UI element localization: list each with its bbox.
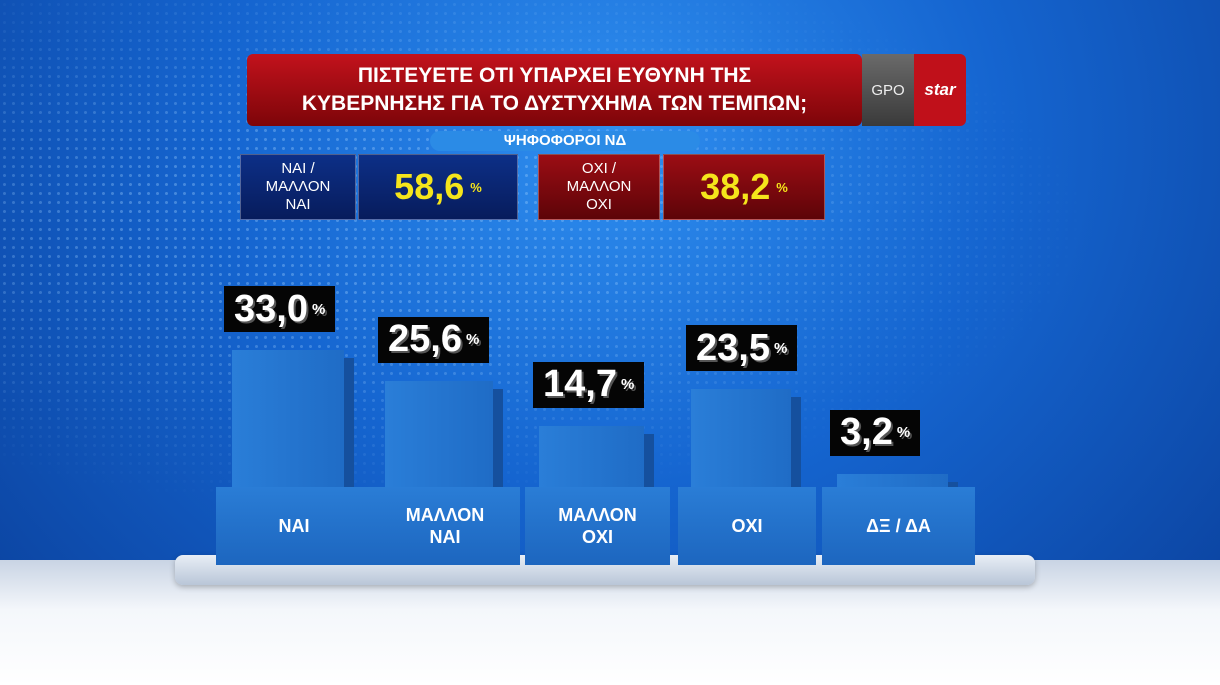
data-label-value: 25,6 bbox=[388, 318, 462, 361]
title-line-1: ΠΙΣΤΕΥΕΤΕ ΟΤΙ ΥΠΑΡΧΕΙ ΕΥΘΥΝΗ ΤΗΣ bbox=[357, 64, 752, 87]
category-label: ΜΑΛΛΟΝ ΝΑΙ bbox=[370, 487, 520, 565]
no-value: 38,2 bbox=[700, 166, 771, 207]
data-label: 14,7% bbox=[533, 361, 645, 408]
bar bbox=[691, 389, 791, 487]
percent-unit: % bbox=[896, 424, 911, 442]
no-summary-label: ΟΧΙ / ΜΑΛΛΟΝ ΟΧΙ bbox=[538, 154, 660, 220]
bar-side bbox=[790, 397, 801, 487]
bar bbox=[231, 350, 345, 487]
question-title: ΠΙΣΤΕΥΕΤΕ ΟΤΙ ΥΠΑΡΧΕΙ ΕΥΘΥΝΗ ΤΗΣ ΚΥΒΕΡΝΗ… bbox=[247, 54, 862, 126]
gpo-star-logo: GPO star bbox=[862, 54, 966, 126]
percent-unit: % bbox=[470, 179, 482, 195]
star-logo: star bbox=[914, 54, 966, 126]
data-label-value: 23,5 bbox=[696, 326, 770, 369]
yes-summary-value: 58,6% bbox=[358, 154, 518, 220]
percent-unit: % bbox=[776, 179, 788, 195]
label-line: ΟΧΙ bbox=[586, 196, 612, 213]
category-label: ΜΑΛΛΟΝ ΟΧΙ bbox=[525, 487, 670, 565]
data-label: 25,6% bbox=[378, 316, 490, 363]
data-label-value: 14,7 bbox=[543, 363, 617, 406]
bar bbox=[385, 380, 493, 487]
no-summary-value: 38,2% bbox=[663, 154, 825, 220]
title-line-2: ΚΥΒΕΡΝΗΣΗΣ ΓΙΑ ΤΟ ΔΥΣΤΥΧΗΜΑ ΤΩΝ ΤΕΜΠΩΝ; bbox=[301, 92, 808, 115]
category-label: ΝΑΙ bbox=[216, 487, 372, 565]
label-line: ΟΧΙ / bbox=[581, 160, 617, 177]
percent-unit: % bbox=[311, 300, 326, 318]
bar-side bbox=[947, 481, 958, 487]
data-label-value: 3,2 bbox=[840, 411, 893, 454]
bar-side bbox=[493, 388, 503, 487]
yes-value: 58,6 bbox=[394, 166, 465, 207]
label-line: ΝΑΙ bbox=[285, 196, 311, 213]
label-line: ΜΑΛΛΟΝ bbox=[566, 178, 632, 195]
bar-side bbox=[344, 358, 355, 487]
category-label: ΔΞ / ΔΑ bbox=[822, 487, 975, 565]
label-line: ΝΑΙ / bbox=[281, 160, 315, 177]
label-line: ΜΑΛΛΟΝ bbox=[265, 178, 331, 195]
bar-side bbox=[643, 433, 654, 487]
bar bbox=[539, 425, 644, 487]
gpo-logo: GPO bbox=[862, 54, 914, 126]
percent-unit: % bbox=[773, 339, 788, 357]
data-label: 3,2% bbox=[830, 409, 921, 456]
category-label: ΟΧΙ bbox=[678, 487, 816, 565]
data-label: 23,5% bbox=[686, 325, 798, 372]
bar bbox=[837, 473, 948, 487]
percent-unit: % bbox=[620, 376, 635, 394]
data-label: 33,0% bbox=[224, 286, 336, 333]
yes-summary-label: ΝΑΙ / ΜΑΛΛΟΝ ΝΑΙ bbox=[240, 154, 356, 220]
subtitle: ΨΗΦΟΦΟΡΟΙ ΝΔ bbox=[430, 131, 700, 151]
percent-unit: % bbox=[465, 331, 480, 349]
data-label-value: 33,0 bbox=[234, 287, 308, 330]
